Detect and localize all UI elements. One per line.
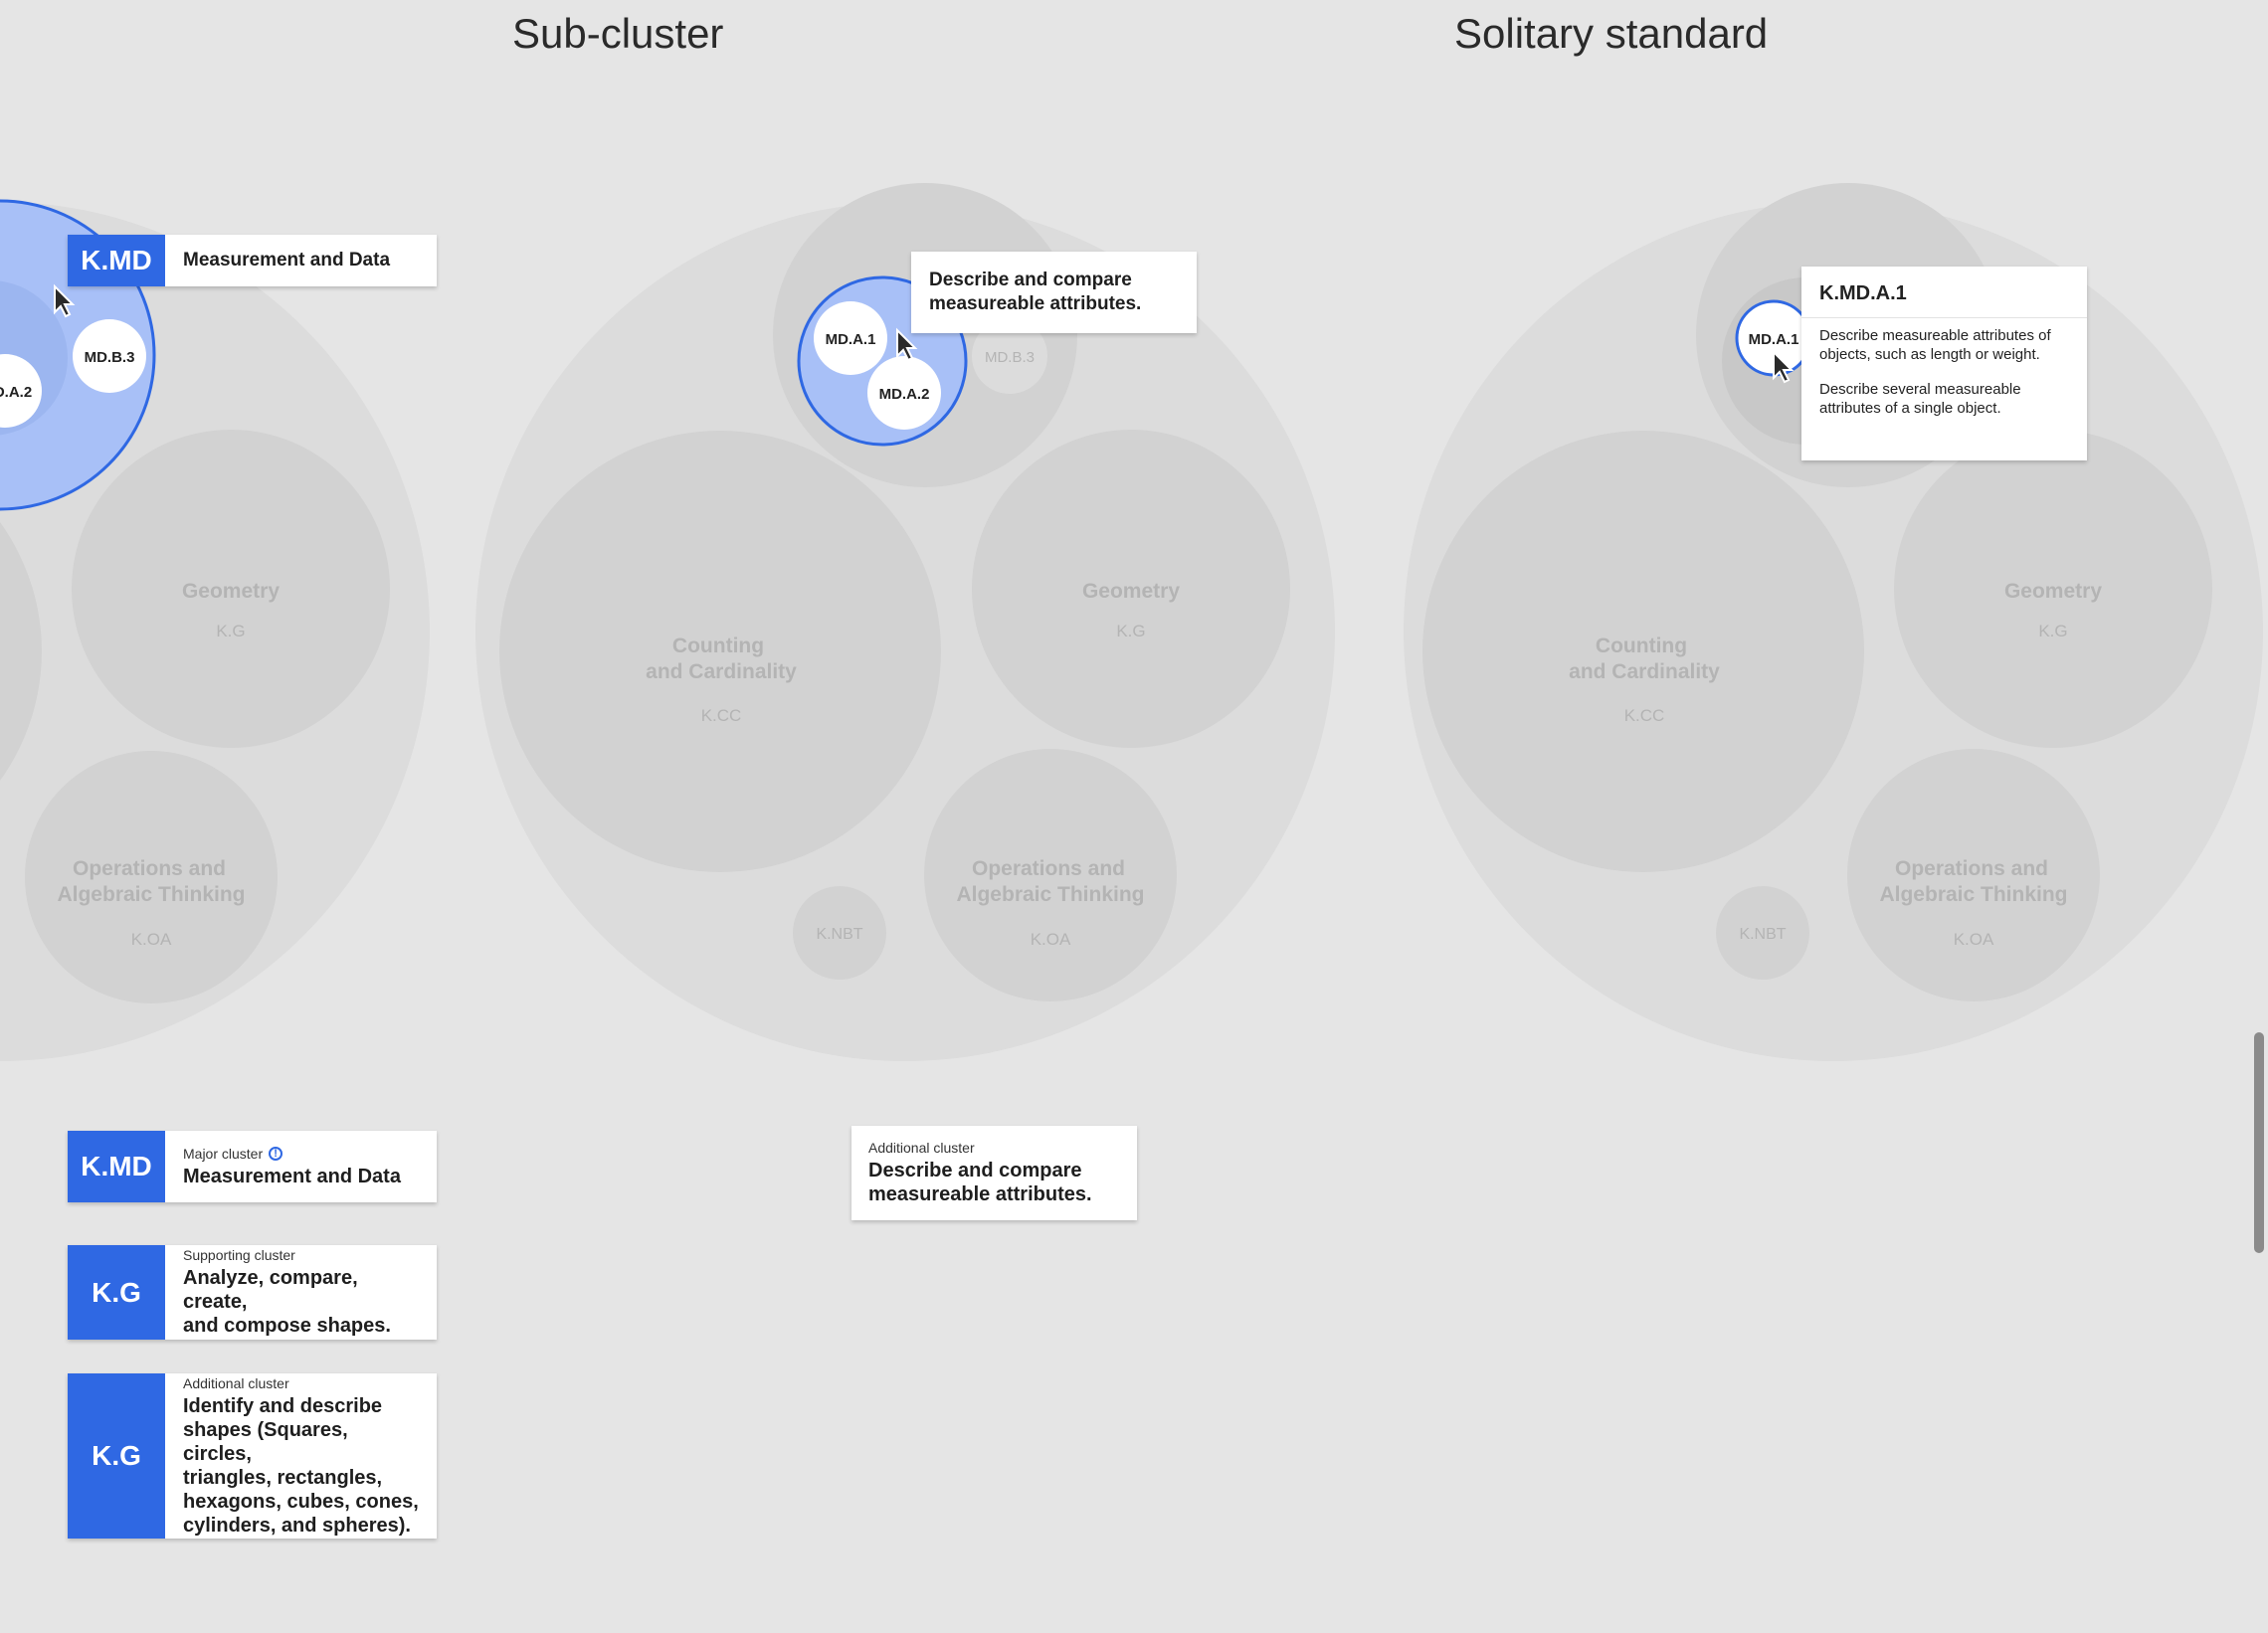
- panel1-oa-circle[interactable]: [25, 751, 278, 1003]
- panel2-oa-label-2: Algebraic Thinking: [956, 883, 1144, 906]
- legend-additional-md-name-2: measureable attributes.: [868, 1183, 1092, 1205]
- panel1-oa-label-2: Algebraic Thinking: [57, 883, 245, 906]
- panel2-cc-label-2: and Cardinality: [646, 660, 797, 683]
- panel1-geometry-circle[interactable]: [72, 430, 390, 748]
- panel2-tooltip-line-2: measureable attributes.: [929, 293, 1142, 314]
- cursor-icon: [896, 327, 918, 362]
- standard-card-description-1: Describe measureable attributes of objec…: [1819, 327, 2051, 363]
- panel1-geometry-code: K.G: [216, 622, 245, 640]
- vertical-scrollbar[interactable]: [2254, 1032, 2264, 1253]
- panel1-tooltip-label: Measurement and Data: [183, 250, 391, 271]
- panel2-md-a1-label: MD.A.1: [826, 331, 876, 348]
- panel3-cc-label-2: and Cardinality: [1569, 660, 1720, 683]
- panel1-geometry-label: Geometry: [182, 580, 280, 603]
- panel3-standard-card: K.MD.A.1 Describe measureable attributes…: [1801, 267, 2087, 460]
- legend-additional-kg-line-5: cylinders, and spheres).: [183, 1514, 411, 1537]
- panel2-oa-label-1: Operations and: [972, 857, 1125, 880]
- panel1-md-b3-label: MD.B.3: [85, 349, 135, 366]
- legend-supporting-name-1: Analyze, compare, create,: [183, 1267, 358, 1313]
- panel3-oa-code: K.OA: [1954, 930, 1994, 949]
- panel2-cc-label-1: Counting: [672, 635, 764, 657]
- standard-card-title: K.MD.A.1: [1801, 267, 2087, 318]
- panel3-oa-label-2: Algebraic Thinking: [1879, 883, 2067, 906]
- legend-additional-kg-line-1: Identify and describe: [183, 1394, 383, 1417]
- panel2-md-a2-label: MD.A.2: [879, 386, 930, 403]
- legend-major-cluster: K.MD Major cluster! Measurement and Data: [68, 1131, 437, 1202]
- solitary-standard-title: Solitary standard: [1454, 10, 1769, 57]
- legend-major-name: Measurement and Data: [183, 1165, 401, 1187]
- legend-additional-cluster-md: Additional cluster Describe and compare …: [851, 1126, 1137, 1220]
- panel2-geometry-code: K.G: [1116, 622, 1145, 640]
- legend-major-tag: K.MD: [68, 1131, 165, 1202]
- panel2-md-a2-circle[interactable]: [867, 356, 941, 430]
- standard-card-description-2: Describe several measureable attributes …: [1819, 381, 2021, 417]
- legend-additional-kg-line-3: triangles, rectangles,: [183, 1466, 383, 1489]
- panel1-md-a2-circle[interactable]: [0, 354, 42, 428]
- panel2-md-b3-label: MD.B.3: [985, 349, 1035, 366]
- legend-supporting-type: Supporting cluster: [183, 1247, 295, 1263]
- panel2-geometry-circle[interactable]: [972, 430, 1290, 748]
- panel2-subcluster-tooltip: Describe and compare measureable attribu…: [911, 252, 1197, 333]
- legend-additional-kg-type: Additional cluster: [183, 1374, 289, 1391]
- legend-additional-kg-tag: K.G: [68, 1373, 165, 1539]
- panel2-md-a1-circle[interactable]: [814, 301, 887, 375]
- panel3-nbt-circle[interactable]: [1716, 886, 1809, 980]
- panel2-cc-circle[interactable]: [499, 431, 941, 872]
- panel2-oa-code: K.OA: [1031, 930, 1071, 949]
- info-icon[interactable]: !: [269, 1146, 284, 1161]
- panel2-tooltip-line-1: Describe and compare: [929, 270, 1132, 290]
- panel3-cc-code: K.CC: [1624, 706, 1665, 725]
- panel1-md-a2-label: D.A.2: [0, 384, 32, 401]
- legend-additional-cluster-kg: K.G Additional cluster Identify and desc…: [68, 1373, 437, 1539]
- panel3-geometry-code: K.G: [2038, 622, 2067, 640]
- legend-major-type: Major cluster: [183, 1145, 264, 1162]
- panel3-cc-circle[interactable]: [1422, 431, 1864, 872]
- cursor-icon: [1773, 349, 1795, 384]
- panel1-oa-label-1: Operations and: [73, 857, 226, 880]
- cursor-icon: [54, 283, 76, 318]
- panel3-cc-label-1: Counting: [1596, 635, 1687, 657]
- panel2-nbt-circle[interactable]: [793, 886, 886, 980]
- panel2-nbt-label: K.NBT: [816, 926, 862, 943]
- panel1-md-b3-circle[interactable]: [73, 319, 146, 393]
- legend-additional-kg-line-2: shapes (Squares, circles,: [183, 1418, 348, 1465]
- panel2-md-b3-circle[interactable]: [972, 318, 1047, 394]
- panel2-oa-circle[interactable]: [924, 749, 1177, 1001]
- panel3-oa-circle[interactable]: [1847, 749, 2100, 1001]
- sub-cluster-title: Sub-cluster: [512, 10, 724, 57]
- panel1-cc-circle[interactable]: [0, 431, 42, 872]
- panel1-tooltip-tag: K.MD: [68, 235, 165, 286]
- panel2-cc-code: K.CC: [701, 706, 742, 725]
- panel1-oa-code: K.OA: [131, 930, 172, 949]
- panel1-cluster-tooltip: K.MD Measurement and Data: [68, 235, 437, 286]
- legend-supporting-tag: K.G: [68, 1245, 165, 1340]
- panel3-geometry-circle[interactable]: [1894, 430, 2212, 748]
- panel3-geometry-label: Geometry: [2004, 580, 2102, 603]
- legend-supporting-name-2: and compose shapes.: [183, 1315, 391, 1337]
- panel2-geometry-label: Geometry: [1082, 580, 1180, 603]
- legend-additional-md-type: Additional cluster: [868, 1140, 975, 1156]
- legend-additional-md-name-1: Describe and compare: [868, 1160, 1082, 1181]
- legend-supporting-cluster: K.G Supporting cluster Analyze, compare,…: [68, 1245, 437, 1340]
- panel3-oa-label-1: Operations and: [1895, 857, 2048, 880]
- legend-additional-kg-line-4: hexagons, cubes, cones,: [183, 1490, 419, 1513]
- panel3-md-a1-label: MD.A.1: [1749, 331, 1799, 348]
- panel3-nbt-label: K.NBT: [1739, 926, 1786, 943]
